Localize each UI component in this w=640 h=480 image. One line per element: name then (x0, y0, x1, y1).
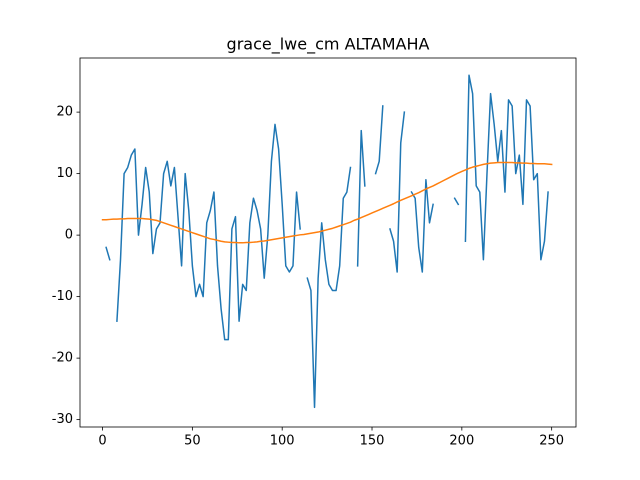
y-tick-label: -30 (52, 412, 73, 427)
axes-frame (79, 57, 577, 428)
chart-title: grace_lwe_cm ALTAMAHA (227, 35, 430, 55)
data-line (105, 74, 549, 409)
y-tick-label: -20 (52, 351, 73, 366)
x-tick-label: 0 (98, 434, 106, 449)
x-tick-label: 150 (360, 434, 385, 449)
x-tick-label: 50 (184, 434, 201, 449)
y-tick-label: -10 (52, 289, 73, 304)
y-tick-label: 10 (56, 166, 73, 181)
x-tick-label: 200 (449, 434, 474, 449)
x-tick-label: 100 (270, 434, 295, 449)
x-tick-label: 250 (539, 434, 564, 449)
y-tick-label: 0 (65, 228, 73, 243)
y-tick-label: 20 (56, 105, 73, 120)
data-line (101, 161, 553, 244)
